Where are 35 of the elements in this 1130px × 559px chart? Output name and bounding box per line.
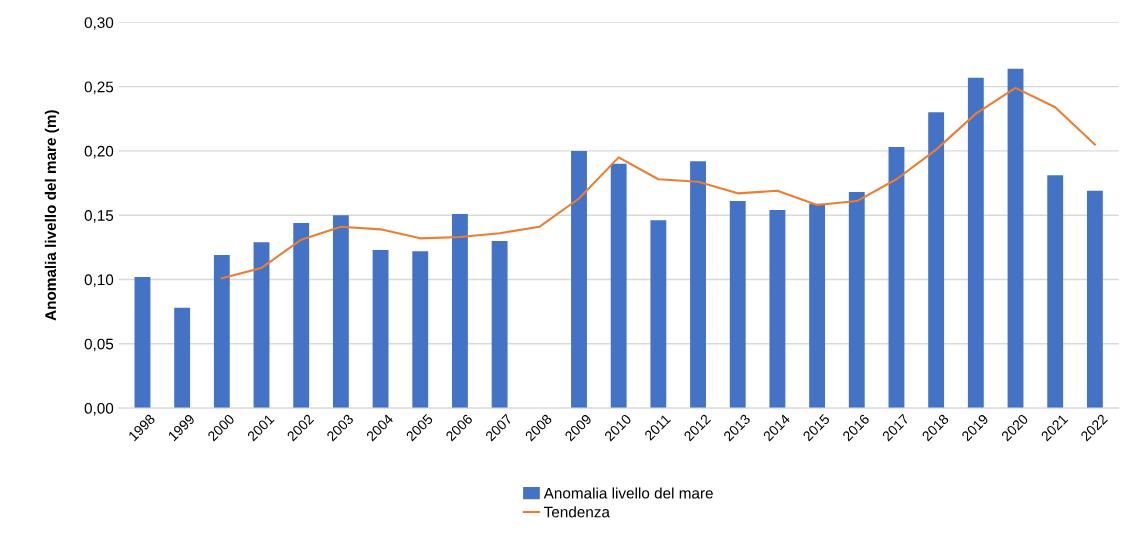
bar <box>412 251 429 409</box>
bar <box>332 215 349 409</box>
bar <box>729 201 746 409</box>
bar <box>213 255 230 409</box>
line-series <box>220 86 1096 280</box>
legend-label: Tendenza <box>544 506 610 518</box>
bar <box>452 213 468 409</box>
bar <box>769 210 786 409</box>
bar <box>1007 68 1024 409</box>
y-tick-label: 0,05 <box>84 338 114 352</box>
bar <box>571 150 587 409</box>
bar <box>293 222 310 409</box>
bar <box>888 147 905 409</box>
bar <box>491 240 508 409</box>
y-tick-label: 0,10 <box>84 274 114 287</box>
bar <box>967 77 984 409</box>
y-tick-label: 0,25 <box>84 81 114 95</box>
y-tick-label: 0,30 <box>84 17 114 30</box>
y-tick-label: 0,20 <box>84 145 114 159</box>
bar <box>372 249 389 409</box>
bar <box>1086 190 1103 409</box>
bar <box>928 112 945 409</box>
bar <box>134 276 151 409</box>
y-axis-title: Anomalia livello del mare (m) <box>44 110 60 321</box>
bar <box>809 203 826 409</box>
legend-label: Anomalia livello del mare <box>543 487 713 499</box>
y-tick-label: 0,00 <box>84 402 114 416</box>
bar <box>1047 175 1064 409</box>
bar <box>848 192 865 409</box>
bar <box>650 220 667 409</box>
bar <box>610 163 627 409</box>
y-tick-label: 0,15 <box>84 210 114 223</box>
bar <box>174 307 191 409</box>
bar <box>690 161 706 409</box>
bar <box>253 242 270 409</box>
